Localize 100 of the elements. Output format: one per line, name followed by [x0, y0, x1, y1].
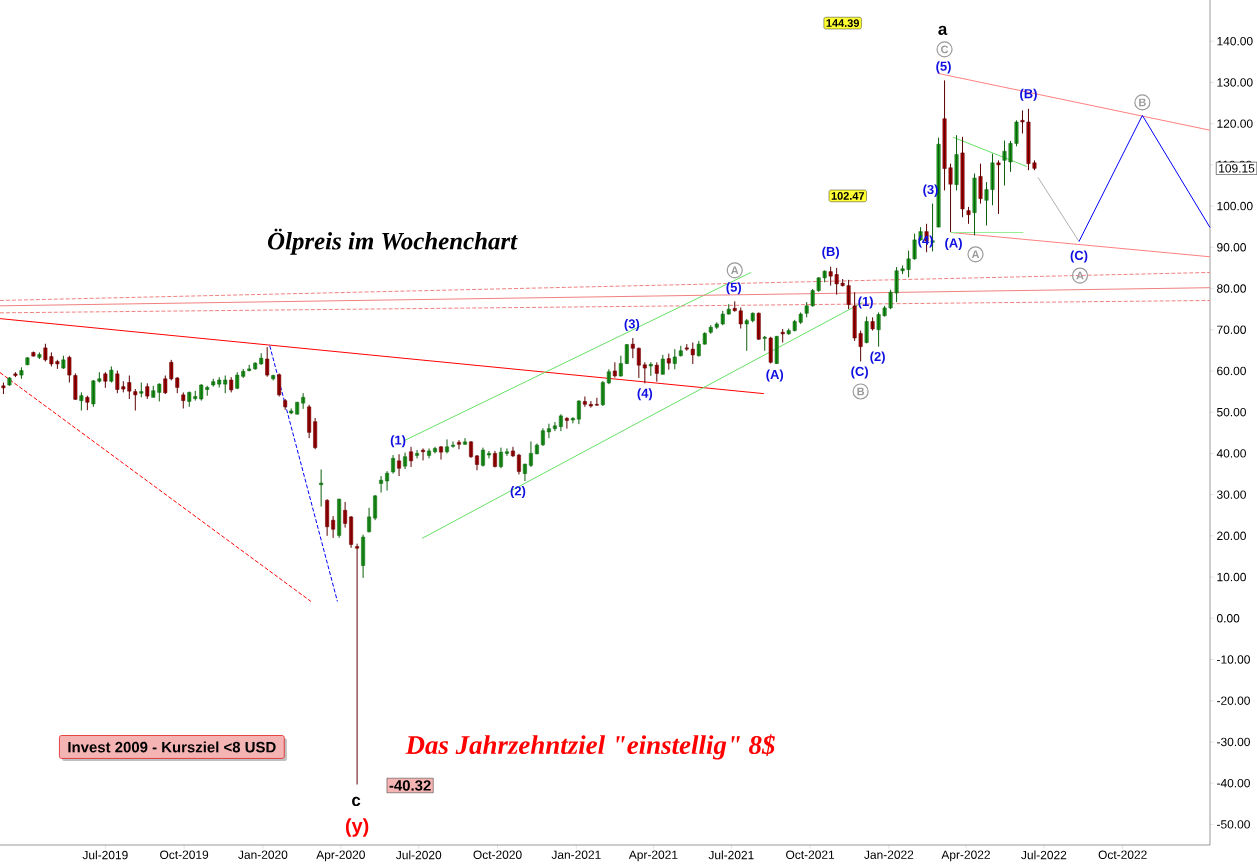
text: Ölpreis im Wochenchart: [267, 228, 518, 255]
candlestick: [61, 355, 66, 370]
annotation: (4): [637, 388, 653, 401]
y-tick-label: 10.00: [1217, 572, 1246, 582]
annotation: (B): [1020, 88, 1037, 101]
y-tick-label: -10.00: [1217, 655, 1250, 664]
candlestick: [954, 134, 959, 191]
y-tick-label: 50.00: [1217, 407, 1246, 417]
candlestick: [672, 348, 677, 370]
x-tick-label: Apr-2021: [628, 850, 678, 862]
annotation: (2): [870, 351, 885, 364]
annotation: C: [941, 45, 949, 54]
annotation: Invest 2009 - Kursziel <8 USD: [68, 741, 276, 753]
candlestick: [139, 382, 144, 398]
candlestick: [181, 391, 186, 409]
y-tick-label: 0.00: [1216, 614, 1240, 623]
x-tick-label: Jul-2021: [708, 850, 754, 860]
candlestick: [229, 376, 234, 393]
y-tick-label: 70.00: [1217, 325, 1246, 334]
y-tick-label: 40.00: [1216, 449, 1246, 458]
x-tick-label: Jul-2019: [82, 850, 128, 860]
candlestick: [277, 372, 282, 398]
annotation: (1): [858, 296, 873, 309]
annotation: (5): [726, 282, 742, 295]
y-tick-label: 100.00: [1217, 201, 1253, 211]
candlestick: [666, 353, 671, 371]
annotation: B: [857, 387, 865, 396]
x-tick-label: Jan-2022: [864, 850, 914, 859]
x-tick-label: Apr-2022: [941, 850, 990, 862]
y-tick-label: 80.00: [1217, 284, 1246, 293]
candlestick: [966, 206, 971, 225]
x-tick-label: Jul-2020: [396, 850, 442, 860]
candlestick: [780, 328, 785, 344]
x-tick-label: Jul-2022: [1021, 850, 1067, 860]
text: 109.15: [1219, 164, 1255, 173]
candlestick: [19, 366, 24, 380]
annotation: A: [971, 250, 980, 259]
y-tick-label: 130.00: [1217, 78, 1253, 87]
candlestick: [768, 336, 773, 365]
annotation: (3): [624, 318, 640, 332]
y-tick-label: 20.00: [1217, 531, 1246, 541]
x-tick-label: Oct-2019: [160, 850, 209, 859]
annotation: B: [1139, 98, 1146, 107]
candlestick: [1, 382, 6, 395]
annotation: Das Jahrzehntziel "einstellig" 8$: [405, 734, 775, 760]
candlestick: [774, 335, 779, 365]
candlestick: [870, 316, 875, 332]
y-tick-label: -40.00: [1217, 778, 1250, 788]
x-tick-label: Oct-2021: [786, 850, 835, 859]
annotation: a: [938, 25, 948, 35]
candlestick: [79, 391, 84, 412]
y-tick-label: 30.00: [1216, 490, 1246, 499]
candlestick: [103, 371, 108, 389]
x-tick-label: Oct-2022: [1098, 850, 1147, 859]
y-tick-label: -30.00: [1217, 737, 1250, 747]
annotation: (A): [945, 238, 962, 251]
candlestick: [996, 159, 1001, 215]
y-tick-label: 90.00: [1217, 243, 1246, 252]
candlestick: [612, 361, 617, 379]
candlestick: [145, 382, 150, 400]
x-tick-label: Jan-2021: [551, 850, 601, 859]
candlestick: [37, 351, 42, 360]
candlestick: [7, 376, 12, 387]
annotation: (A): [766, 369, 784, 382]
annotation: (1): [390, 435, 406, 448]
y-tick-label: -20.00: [1217, 696, 1250, 705]
candlestick: [756, 311, 761, 341]
annotation: 144.39: [826, 19, 859, 27]
candlestick: [972, 173, 977, 236]
annotation: (C): [851, 366, 868, 379]
y-tick-label: 140.00: [1217, 36, 1253, 46]
annotation: (5): [936, 61, 951, 74]
candlestick: [31, 351, 36, 358]
candlestick: [960, 136, 965, 218]
annotation: (2): [510, 485, 526, 499]
annotation: c: [352, 796, 361, 807]
candlestick: [864, 316, 869, 344]
candlestick: [936, 137, 941, 228]
candlestick: [25, 356, 30, 366]
annotation: (y): [345, 818, 369, 837]
x-tick-label: Apr-2020: [316, 850, 365, 862]
x-tick-label: Jan-2020: [238, 850, 288, 859]
annotation: (C): [1070, 250, 1088, 263]
annotation: A: [731, 266, 739, 275]
candlestick: [678, 345, 683, 358]
annotation: 102.47: [831, 192, 865, 200]
y-tick-label: -50.00: [1217, 820, 1250, 829]
candlestick: [660, 354, 665, 376]
annotation: (B): [822, 246, 839, 259]
candlestick: [978, 163, 983, 205]
candlestick: [265, 346, 270, 378]
candlestick: [283, 398, 288, 411]
candlestick: [648, 361, 653, 377]
candlestick: [13, 371, 18, 378]
candlestick: [762, 335, 767, 352]
x-tick-label: Oct-2020: [473, 850, 522, 859]
candlestick: [109, 365, 114, 383]
annotation: -40.32: [389, 780, 431, 791]
y-tick-label: 60.00: [1217, 366, 1246, 376]
candlestick: [85, 395, 90, 411]
